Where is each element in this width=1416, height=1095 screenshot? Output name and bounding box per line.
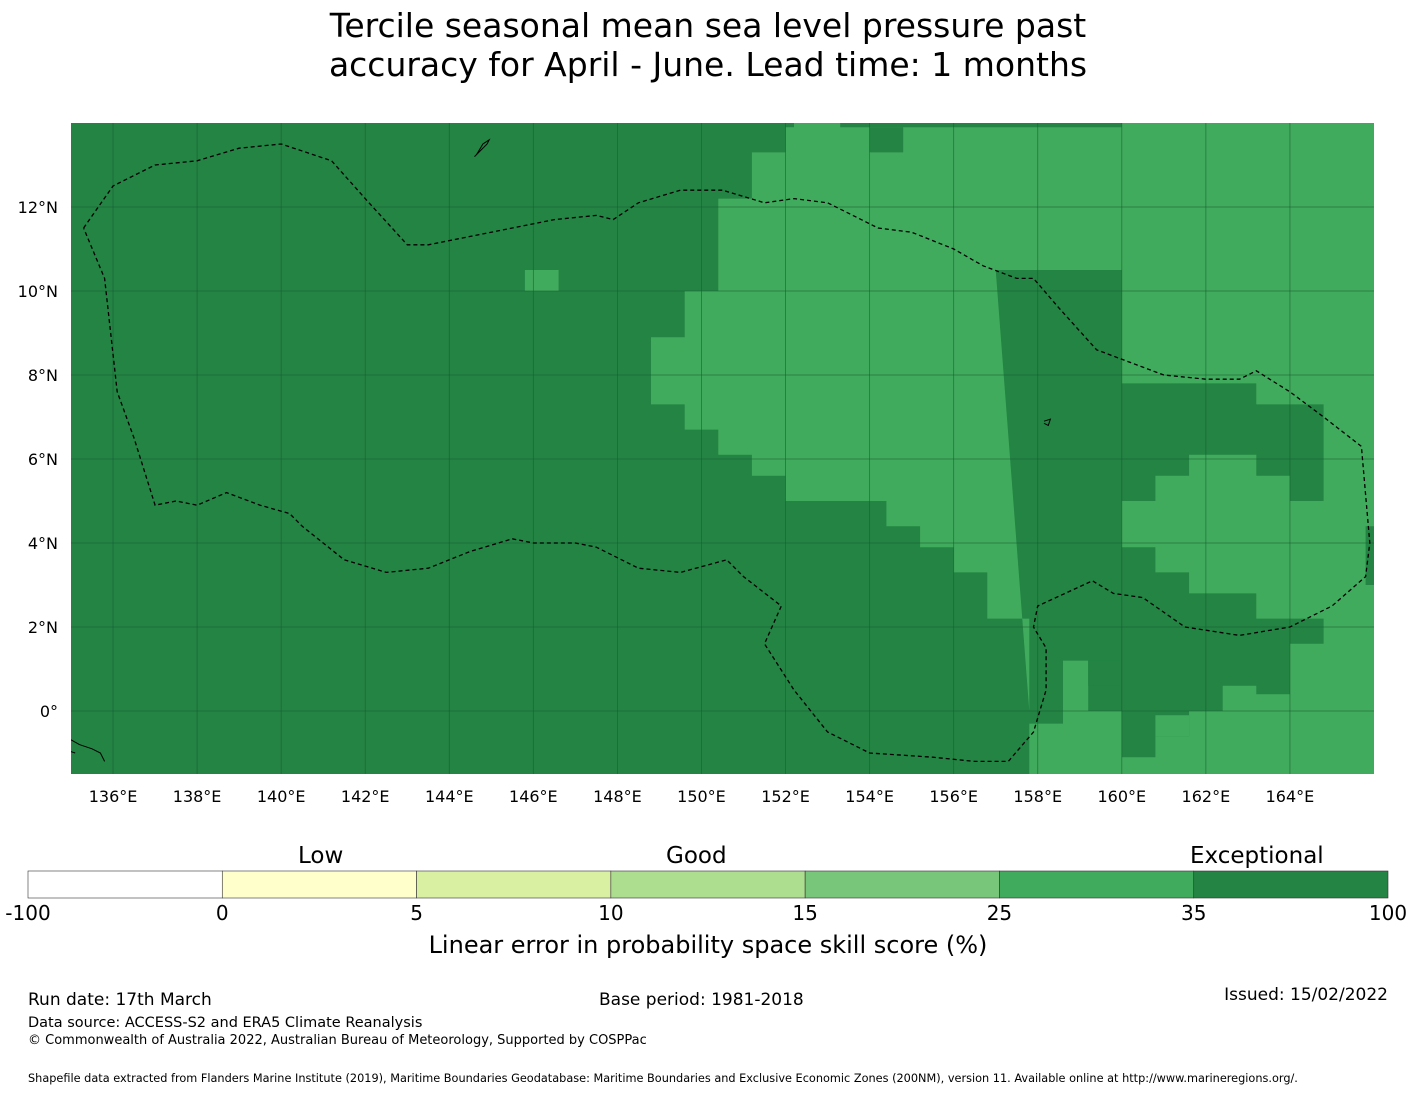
longitude-tick-label: 136°E [89,787,138,806]
colorbar-tick-label: 0 [215,901,229,925]
land-outline [1043,418,1052,427]
colorbar-bin [27,870,223,899]
legend-category-low: Low [298,843,344,869]
longitude-tick-label: 140°E [257,787,306,806]
colorbar-tick-label: 15 [792,901,818,925]
skill-region-good [651,123,1374,774]
latitude-tick-label: 4°N [28,534,58,553]
longitude-tick-label: 142°E [341,787,390,806]
longitude-tick-label: 146°E [509,787,558,806]
latitude-tick-label: 0° [40,702,58,721]
skill-patch-good [1155,715,1190,737]
longitude-tick-label: 160°E [1097,787,1146,806]
colorbar-tick-label: 5 [410,901,423,925]
colorbar-bin [1193,870,1389,899]
longitude-tick-label: 144°E [425,787,474,806]
map-axes: 136°E 138°E 140°E 142°E 144°E 146°E 148°E 150°E… [18,198,1315,806]
issued-date: Issued: 15/02/2022 [1224,985,1388,1005]
colorbar-tick-label: 25 [986,901,1013,925]
chart-title: Tercile seasonal mean sea level pressure… [0,6,1416,84]
chart-title-line-2: accuracy for April - June. Lead time: 1 … [328,45,1088,84]
skill-patch-exceptional [869,127,904,153]
colorbar-bin [804,870,1000,899]
eez-boundary [82,143,1371,763]
longitude-tick-label: 138°E [173,787,222,806]
longitude-tick-label: 162°E [1182,787,1231,806]
skill-patch-good [524,270,559,291]
colorbar-tick-label: -100 [5,901,51,925]
legend-category-exceptional: Exceptional [1190,843,1324,869]
shapefile-credit: Shapefile data extracted from Flanders M… [28,1072,1298,1085]
colorbar-tick-label: 100 [1368,901,1408,925]
colorbar-tick-label: 35 [1180,901,1207,925]
longitude-tick-label: 154°E [845,787,894,806]
latitude-tick-label: 12°N [18,198,58,217]
skill-map: 136°E 138°E 140°E 142°E 144°E 146°E 148°E 150°E… [18,123,1374,806]
data-source: Data source: ACCESS-S2 and ERA5 Climate … [28,1015,423,1031]
latitude-tick-label: 6°N [28,450,58,469]
copyright-notice: © Commonwealth of Australia 2022, Austra… [28,1033,647,1048]
longitude-tick-label: 152°E [761,787,810,806]
latitude-tick-label: 10°N [18,282,58,301]
longitude-tick-label: 158°E [1013,787,1062,806]
longitude-tick-label: 150°E [677,787,726,806]
colorbar-bin [999,870,1195,899]
colorbar-bin [610,870,806,899]
colorbar-tick-label: 10 [598,901,624,925]
chart-title-line-1: Tercile seasonal mean sea level pressure… [329,6,1087,45]
legend-category-good: Good [666,843,727,869]
skill-patch-exceptional [1088,660,1122,686]
base-period: Base period: 1981-2018 [599,990,804,1010]
run-date: Run date: 17th March [28,990,212,1010]
longitude-tick-label: 164°E [1266,787,1315,806]
longitude-tick-label: 156°E [929,787,978,806]
land-outline [71,739,106,762]
colorbar-bin [416,870,612,899]
skill-patch-exceptional [840,123,1122,128]
land-outline [474,138,491,157]
latitude-tick-label: 8°N [28,366,58,385]
latitude-tick-label: 2°N [28,618,58,637]
colorbar-bin [221,870,417,899]
longitude-tick-label: 148°E [593,787,642,806]
colorbar [27,870,1389,899]
colorbar-title: Linear error in probability space skill … [428,931,988,959]
map-plot-area [71,123,1374,774]
